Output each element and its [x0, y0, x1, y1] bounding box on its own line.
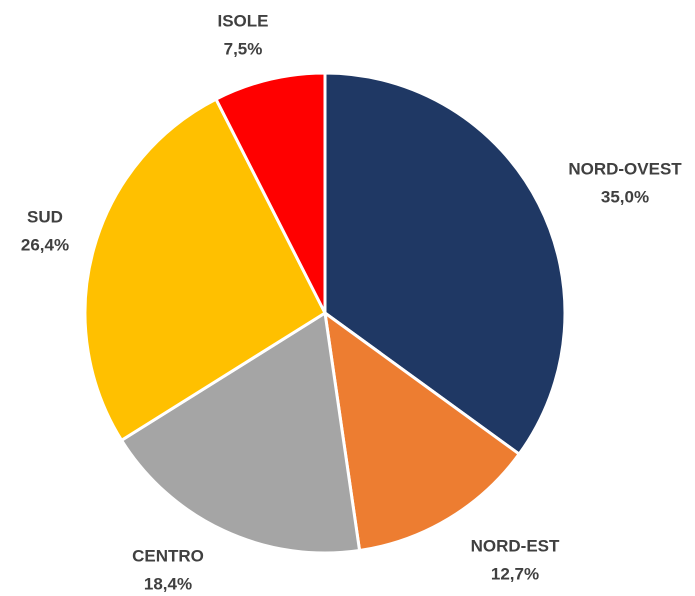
slice-value-label: 18,4%	[144, 574, 192, 593]
slice-value-label: 35,0%	[601, 187, 649, 206]
slice-label: NORD-EST	[471, 536, 560, 555]
slice-value-label: 7,5%	[224, 39, 263, 58]
pie-slice	[83, 97, 327, 443]
pie-slice	[323, 309, 522, 553]
slice-value-label: 26,4%	[21, 235, 69, 254]
slice-value-label: 12,7%	[491, 564, 539, 583]
pie-slice	[323, 71, 567, 457]
pie-slice	[214, 71, 327, 314]
slice-label: ISOLE	[217, 11, 268, 30]
pie-slice	[119, 310, 362, 555]
slice-label: SUD	[27, 207, 63, 226]
slice-label: NORD-OVEST	[568, 159, 682, 178]
slice-label: CENTRO	[132, 546, 204, 565]
